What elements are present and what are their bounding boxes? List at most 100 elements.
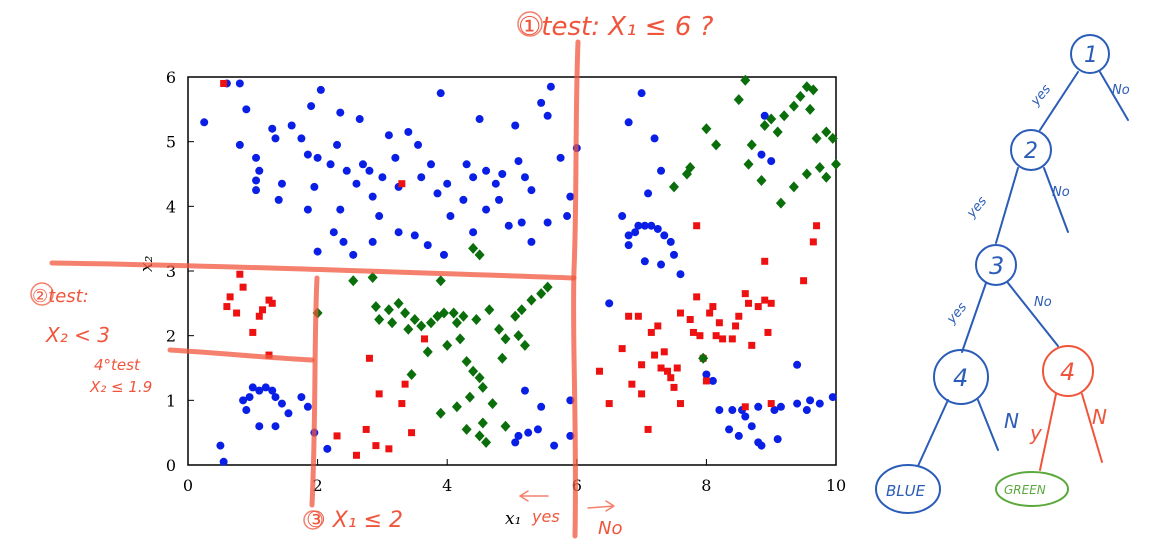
x-axis-label: x₁ [505, 509, 521, 529]
data-point-blue [524, 428, 533, 437]
data-point-blue [427, 160, 435, 169]
x-tick-label: 4 [442, 476, 452, 495]
tree-edge [1007, 282, 1059, 347]
data-point-red [268, 299, 276, 307]
data-point-red [735, 312, 743, 320]
data-point-green [458, 310, 469, 322]
data-point-blue [770, 406, 779, 415]
data-point-red [767, 400, 775, 408]
data-point-green [500, 333, 511, 345]
data-point-red [809, 238, 817, 246]
data-point-blue [527, 186, 536, 195]
data-point-green [542, 281, 553, 293]
data-point-red [813, 222, 821, 230]
data-point-blue [242, 406, 251, 415]
tree-node-label: 1 [1084, 43, 1098, 68]
annotation-test1: ①test: X₁ ≤ 6 ? [518, 12, 714, 42]
data-point-green [461, 423, 472, 435]
data-point-blue [245, 393, 254, 402]
data-point-red [625, 312, 633, 320]
data-point-red [761, 257, 769, 265]
data-point-blue [313, 247, 322, 256]
data-point-green [451, 401, 462, 413]
data-point-green [487, 398, 498, 410]
data-point-blue [624, 241, 633, 250]
y-tick-label: 6 [166, 68, 176, 87]
data-point-green [808, 84, 819, 96]
data-point-green [510, 310, 521, 322]
data-point-blue [252, 176, 261, 185]
tree-node-label: 4 [953, 364, 968, 392]
data-point-green [471, 314, 482, 325]
data-point-blue [297, 134, 306, 143]
tree-node-label: 3 [989, 252, 1004, 280]
data-point-green [788, 100, 799, 112]
data-point-blue [666, 237, 675, 246]
data-point-green [698, 352, 709, 364]
data-point-green [811, 132, 822, 144]
tree-edge-label: yes [944, 300, 971, 328]
data-point-blue [537, 98, 546, 107]
data-point-blue [462, 160, 471, 169]
data-point-blue [200, 118, 209, 127]
data-point-blue [235, 140, 244, 149]
data-point-blue [378, 173, 387, 182]
data-point-blue [436, 89, 445, 98]
data-point-blue [271, 134, 280, 143]
data-point-blue [631, 228, 640, 237]
split-x2-1.9 [167, 347, 315, 363]
data-point-blue [459, 195, 468, 204]
data-point-blue [414, 140, 423, 149]
data-point-red [712, 332, 720, 340]
tree-edge [1081, 393, 1103, 463]
split-lines [30, 11, 615, 539]
data-point-green [426, 317, 436, 329]
data-point-green [801, 168, 812, 180]
split-x1-2 [309, 275, 320, 508]
tree-edge-label: yes [1028, 82, 1055, 110]
data-point-blue [657, 260, 666, 269]
data-point-green [814, 162, 825, 174]
data-point-red [628, 380, 636, 388]
data-point-red [398, 180, 406, 188]
data-point-blue [543, 111, 552, 120]
data-point-blue [725, 425, 734, 434]
data-point-blue [307, 102, 316, 111]
data-point-blue [349, 250, 358, 259]
data-point-green [536, 288, 547, 300]
data-point-blue [287, 121, 296, 130]
data-point-red [236, 270, 244, 278]
data-point-red [651, 351, 659, 359]
data-point-red [660, 348, 668, 356]
data-point-green [513, 330, 524, 342]
tree-edge-label: No [1112, 83, 1130, 98]
data-point-green [451, 317, 462, 329]
data-point-red [693, 293, 701, 301]
data-point-green [775, 197, 786, 209]
data-point-red [667, 374, 675, 382]
circle-test1 [517, 11, 543, 37]
data-point-green [746, 139, 757, 151]
data-point-blue [404, 127, 413, 136]
data-point-red [375, 390, 383, 398]
tree-edge-label: yes [964, 194, 991, 222]
data-point-blue [760, 111, 769, 120]
data-point-blue [504, 221, 513, 230]
data-point-blue [657, 166, 666, 175]
data-point-green [422, 346, 433, 358]
data-point-blue [316, 85, 325, 94]
data-point-blue [676, 270, 685, 279]
data-point-blue [219, 457, 228, 466]
data-point-blue [754, 438, 763, 447]
data-point-blue [776, 402, 785, 411]
data-point-red [754, 303, 762, 311]
data-point-blue [715, 406, 724, 415]
data-point-blue [605, 299, 614, 308]
data-point-red [401, 380, 409, 388]
data-point-red [706, 309, 714, 317]
data-point-blue [475, 115, 484, 124]
data-point-green [416, 320, 427, 332]
data-point-blue [491, 179, 500, 188]
data-point-red [226, 293, 234, 301]
data-point-blue [391, 153, 400, 162]
